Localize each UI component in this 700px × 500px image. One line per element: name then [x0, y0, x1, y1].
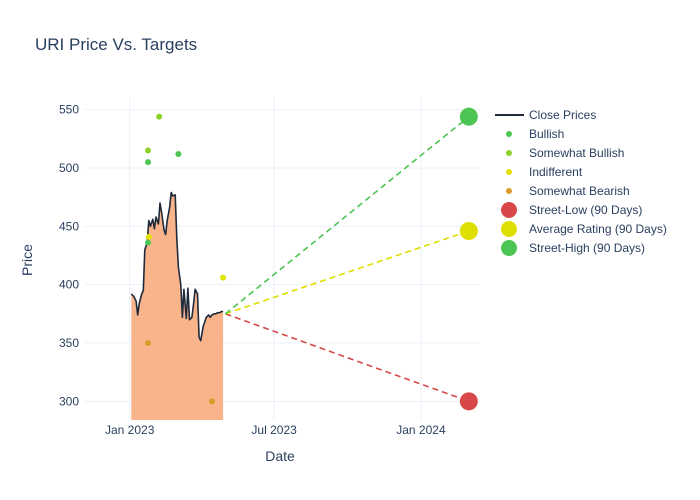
legend: Close Prices Bullish Somewhat Bullish Indif…: [495, 108, 667, 256]
y-tick-label: 350: [59, 336, 79, 350]
chart-title: URI Price Vs. Targets: [35, 35, 197, 54]
legend-point-swatch: [506, 131, 512, 137]
legend-point-swatch: [506, 150, 512, 156]
legend-label: Average Rating (90 Days): [529, 222, 667, 236]
y-axis-title: Price: [19, 244, 35, 276]
rating-point: [156, 113, 163, 120]
rating-point: [145, 159, 152, 166]
target-marker: [459, 392, 478, 411]
target-lines: [224, 116, 470, 403]
legend-label: Somewhat Bearish: [529, 184, 630, 198]
target-marker: [459, 222, 478, 240]
x-tick-label: Jan 2023: [105, 423, 155, 437]
rating-point: [220, 274, 227, 281]
target-markers: [459, 107, 478, 411]
y-tick-label: 500: [59, 161, 79, 175]
target-line: [225, 313, 470, 403]
price-area: [131, 192, 224, 420]
y-tick-label: 450: [59, 219, 79, 233]
target-marker: [459, 107, 478, 126]
y-tick-label: 550: [59, 103, 79, 117]
target-line: [225, 230, 470, 315]
rating-point: [145, 147, 152, 154]
rating-point: [145, 233, 152, 240]
rating-point: [175, 151, 182, 157]
legend-label: Somewhat Bullish: [529, 146, 624, 160]
rating-point: [208, 398, 215, 405]
legend-label: Close Prices: [529, 108, 596, 122]
legend-label: Street-Low (90 Days): [529, 203, 642, 217]
legend-label: Bullish: [529, 127, 564, 141]
rating-point: [145, 239, 152, 246]
x-tick-label: Jul 2023: [251, 423, 297, 437]
legend-target-swatch: [501, 240, 517, 256]
legend-target-swatch: [501, 221, 517, 237]
y-tick-label: 300: [59, 394, 79, 408]
x-axis-title: Date: [265, 448, 295, 464]
legend-point-swatch: [506, 188, 512, 194]
legend-target-swatch: [501, 202, 517, 218]
target-line: [224, 116, 470, 315]
close-price-area: [131, 192, 224, 420]
legend-label: Street-High (90 Days): [529, 241, 645, 255]
axes: 300 350 400 450 500 550 Jan 2023 Jul 2023 Jan 20…: [59, 103, 446, 437]
rating-point: [145, 340, 152, 346]
legend-label: Indifferent: [529, 165, 583, 179]
y-tick-label: 400: [59, 278, 79, 292]
legend-point-swatch: [506, 169, 512, 175]
rating-points: [145, 113, 227, 405]
x-tick-label: Jan 2024: [396, 423, 446, 437]
